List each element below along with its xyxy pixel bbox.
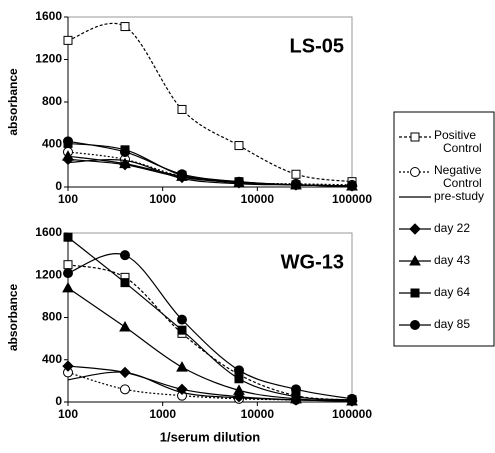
marker xyxy=(233,365,244,376)
y-tick-label: 400 xyxy=(42,352,62,366)
marker xyxy=(63,35,73,45)
marker xyxy=(176,314,187,325)
legend-label: day 22 xyxy=(434,221,470,235)
legend-label-line: Control xyxy=(443,141,482,155)
marker xyxy=(291,169,301,179)
legend-marker xyxy=(409,254,421,266)
series-line xyxy=(67,371,353,402)
chart-title: LS-05 xyxy=(290,35,344,57)
marker xyxy=(119,250,130,261)
marker xyxy=(63,268,73,279)
y-tick-label: 0 xyxy=(55,394,62,408)
x-tick-label: 100000 xyxy=(332,192,372,206)
marker xyxy=(233,176,244,187)
x-tick-label: 10000 xyxy=(241,192,275,206)
marker xyxy=(120,22,130,32)
y-axis-label: absorbance xyxy=(6,68,20,136)
marker xyxy=(177,104,187,114)
x-tick-label: 100000 xyxy=(332,407,372,421)
series-line xyxy=(67,287,353,402)
series-line xyxy=(67,140,353,187)
x-tick-label: 1000 xyxy=(149,407,176,421)
y-tick-label: 1600 xyxy=(35,225,62,239)
legend-label: Negative Control xyxy=(434,163,482,190)
series-line xyxy=(67,158,353,187)
marker xyxy=(347,393,357,404)
legend-label: day 64 xyxy=(434,285,470,299)
y-tick-label: 800 xyxy=(42,310,62,324)
marker xyxy=(176,361,188,372)
marker xyxy=(119,384,130,395)
marker xyxy=(234,374,244,384)
marker xyxy=(290,179,301,190)
y-axis-label: absorbance xyxy=(6,283,20,351)
marker xyxy=(63,260,73,270)
legend-label-line: Positive xyxy=(434,128,476,142)
marker xyxy=(347,180,357,191)
y-tick-label: 400 xyxy=(42,137,62,151)
series-line xyxy=(67,264,353,401)
marker xyxy=(120,278,130,288)
legend-label: pre-study xyxy=(434,189,484,203)
marker xyxy=(119,146,130,157)
legend-label-line: Negative xyxy=(434,163,482,177)
y-tick-label: 800 xyxy=(42,94,62,108)
y-tick-label: 1200 xyxy=(35,267,62,281)
marker xyxy=(62,281,74,293)
series-line xyxy=(67,253,353,400)
legend-marker xyxy=(410,132,420,142)
marker xyxy=(176,169,187,180)
x-tick-label: 1000 xyxy=(149,192,176,206)
marker xyxy=(234,141,244,151)
x-tick-label: 10000 xyxy=(241,407,275,421)
marker xyxy=(233,384,245,395)
y-tick-label: 1600 xyxy=(35,9,62,23)
marker xyxy=(63,136,73,147)
marker xyxy=(119,366,131,379)
legend-marker xyxy=(410,288,420,298)
legend-marker xyxy=(410,167,420,177)
y-tick-label: 0 xyxy=(55,179,62,193)
marker xyxy=(119,320,131,332)
legend-marker xyxy=(410,320,420,330)
marker xyxy=(119,157,131,169)
marker xyxy=(290,384,301,395)
x-axis-label: 1/serum dilution xyxy=(160,429,260,444)
marker xyxy=(62,150,74,161)
marker xyxy=(177,325,187,335)
marker xyxy=(63,232,73,242)
marker xyxy=(62,360,74,372)
legend-label: Positive Control xyxy=(434,128,482,155)
y-tick-label: 1200 xyxy=(35,52,62,66)
x-tick-label: 100 xyxy=(58,192,78,206)
legend-label: day 85 xyxy=(434,317,470,331)
marker xyxy=(176,383,188,396)
chart-title: WG-13 xyxy=(281,251,344,273)
legend-label-line: Control xyxy=(443,176,482,190)
x-tick-label: 100 xyxy=(58,407,78,421)
legend-marker xyxy=(409,223,421,235)
legend-label: day 43 xyxy=(434,253,470,267)
